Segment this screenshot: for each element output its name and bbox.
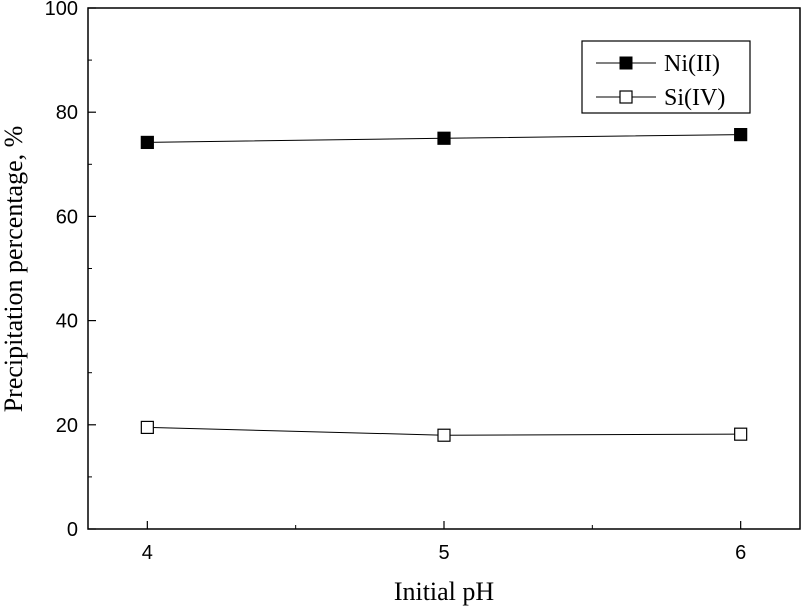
series-layer: [140, 128, 748, 442]
x-axis-ticks: 4 5 6: [142, 521, 746, 564]
x-tick-label: 5: [438, 542, 449, 564]
y-axis-title: Precipitation percentage, %: [0, 126, 28, 413]
y-tick-label: 80: [56, 102, 78, 124]
y-tick-label: 100: [45, 0, 78, 20]
legend-marker-ni: [619, 56, 633, 70]
data-point-1-2: [734, 427, 748, 441]
data-point-0-2: [734, 128, 748, 142]
x-axis-title: Initial pH: [394, 577, 495, 606]
y-tick-label: 0: [67, 519, 78, 541]
legend-label-ni: Ni(II): [664, 51, 720, 77]
data-point-0-0: [140, 135, 154, 150]
legend: Ni(II) Si(IV): [581, 40, 751, 114]
legend-label-si: Si(IV): [664, 85, 725, 111]
data-point-0-1: [437, 131, 451, 145]
legend-marker-si: [619, 90, 633, 104]
y-tick-label: 60: [56, 206, 78, 228]
y-tick-label: 20: [56, 415, 78, 437]
x-tick-label: 6: [735, 542, 746, 564]
x-tick-label: 4: [142, 542, 153, 564]
legend-box: [581, 40, 751, 114]
y-axis-ticks: 0 20 40 60 80 100: [45, 0, 96, 541]
y-tick-label: 40: [56, 311, 78, 333]
data-point-1-0: [140, 420, 154, 435]
data-point-1-1: [437, 428, 451, 442]
